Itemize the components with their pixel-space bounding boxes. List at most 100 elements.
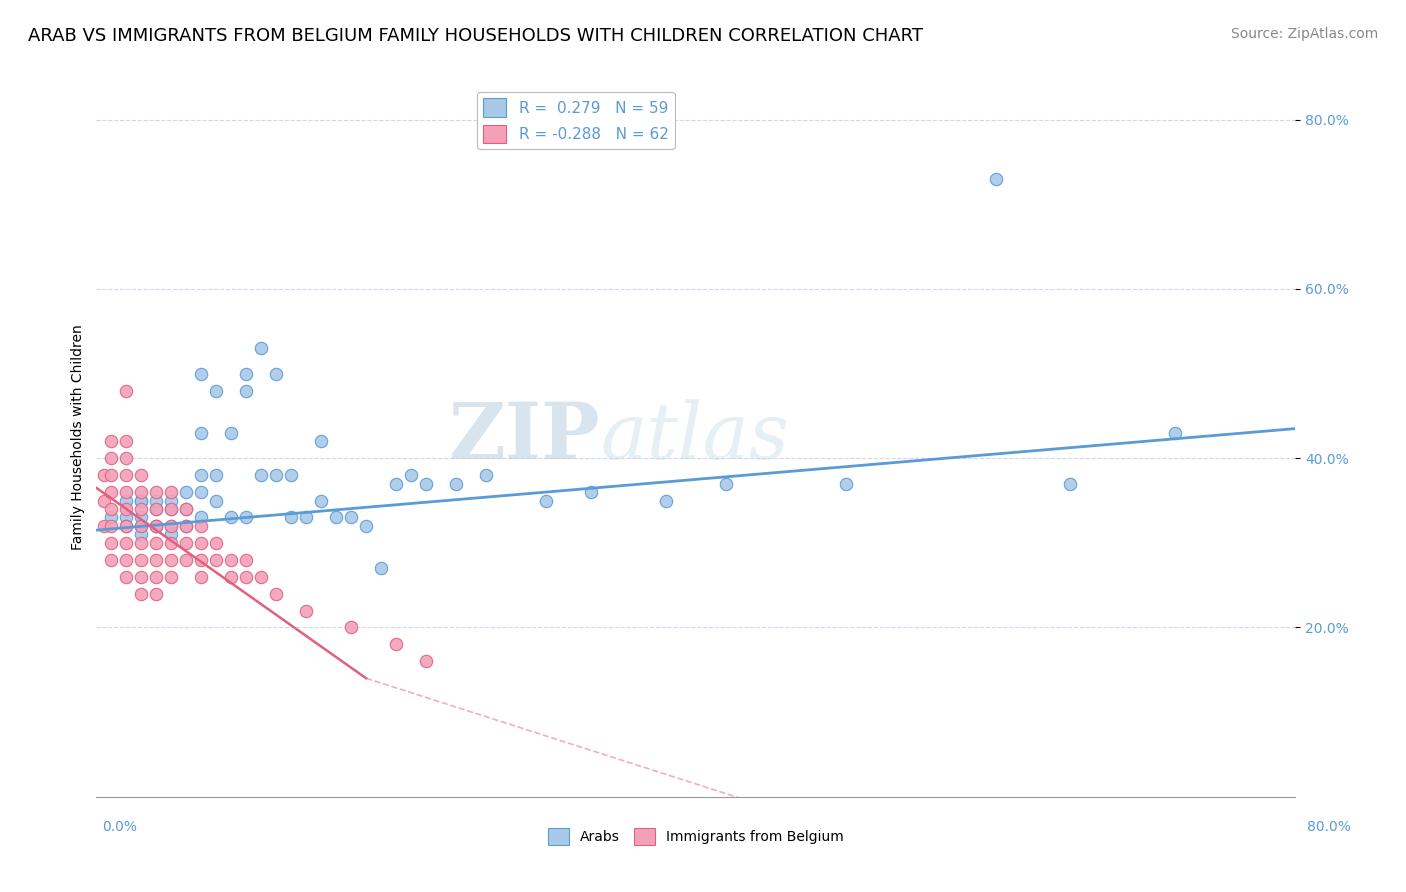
Point (340, 510, 363, 524)
Point (219, 570, 242, 584)
Point (160, 519, 183, 533)
Point (160, 485, 183, 500)
Point (205, 468, 228, 483)
Point (190, 519, 212, 533)
Point (205, 384, 228, 398)
Point (145, 570, 167, 584)
Point (93, 493, 115, 508)
Point (131, 570, 153, 584)
Point (131, 468, 153, 483)
Point (1059, 476, 1081, 491)
Point (131, 510, 153, 524)
Point (145, 553, 167, 567)
Point (190, 570, 212, 584)
Point (280, 510, 302, 524)
Point (354, 519, 377, 533)
Point (235, 570, 257, 584)
Point (160, 519, 183, 533)
Point (93, 519, 115, 533)
Point (131, 527, 153, 541)
Point (131, 587, 153, 601)
Point (264, 367, 287, 381)
Point (131, 493, 153, 508)
Point (190, 536, 212, 550)
Point (145, 587, 167, 601)
Point (131, 493, 153, 508)
Point (190, 553, 212, 567)
Point (714, 476, 737, 491)
Y-axis label: Family Households with Children: Family Households with Children (72, 324, 86, 550)
Point (219, 510, 242, 524)
Point (115, 510, 138, 524)
Point (174, 553, 197, 567)
Point (190, 485, 212, 500)
Point (145, 519, 167, 533)
Text: ARAB VS IMMIGRANTS FROM BELGIUM FAMILY HOUSEHOLDS WITH CHILDREN CORRELATION CHAR: ARAB VS IMMIGRANTS FROM BELGIUM FAMILY H… (28, 27, 924, 45)
Point (309, 434, 332, 449)
Point (145, 502, 167, 516)
Point (309, 493, 332, 508)
Point (534, 493, 557, 508)
Point (264, 468, 287, 483)
Point (160, 502, 183, 516)
Point (295, 510, 318, 524)
Text: 0.0%: 0.0% (103, 821, 136, 834)
Point (984, 172, 1007, 186)
Point (115, 468, 138, 483)
Point (115, 451, 138, 466)
Point (115, 570, 138, 584)
Point (655, 493, 678, 508)
Point (115, 493, 138, 508)
Point (160, 502, 183, 516)
Point (385, 476, 408, 491)
Point (131, 485, 153, 500)
Point (115, 485, 138, 500)
Point (205, 553, 228, 567)
Point (145, 502, 167, 516)
Point (160, 493, 183, 508)
Point (115, 553, 138, 567)
Point (100, 502, 122, 516)
Point (145, 519, 167, 533)
Point (131, 553, 153, 567)
Point (174, 536, 197, 550)
Text: atlas: atlas (600, 399, 789, 475)
Point (115, 384, 138, 398)
Point (190, 468, 212, 483)
Point (160, 553, 183, 567)
Point (235, 384, 257, 398)
Point (205, 493, 228, 508)
Point (415, 476, 437, 491)
Point (131, 536, 153, 550)
Point (190, 425, 212, 440)
Point (235, 367, 257, 381)
Point (250, 570, 273, 584)
Point (399, 468, 422, 483)
Point (325, 510, 347, 524)
Point (131, 502, 153, 516)
Text: Source: ZipAtlas.com: Source: ZipAtlas.com (1230, 27, 1378, 41)
Point (100, 536, 122, 550)
Point (205, 536, 228, 550)
Point (93, 468, 115, 483)
Point (219, 425, 242, 440)
Point (1164, 425, 1187, 440)
Point (115, 502, 138, 516)
Point (145, 493, 167, 508)
Point (100, 434, 122, 449)
Point (190, 510, 212, 524)
Point (264, 587, 287, 601)
Point (174, 502, 197, 516)
Point (174, 502, 197, 516)
Point (415, 654, 437, 668)
Point (579, 485, 602, 500)
Point (115, 434, 138, 449)
Point (280, 468, 302, 483)
Point (235, 553, 257, 567)
Point (115, 536, 138, 550)
Point (160, 527, 183, 541)
Point (250, 468, 273, 483)
Point (160, 536, 183, 550)
Text: ZIP: ZIP (449, 399, 600, 475)
Point (174, 485, 197, 500)
